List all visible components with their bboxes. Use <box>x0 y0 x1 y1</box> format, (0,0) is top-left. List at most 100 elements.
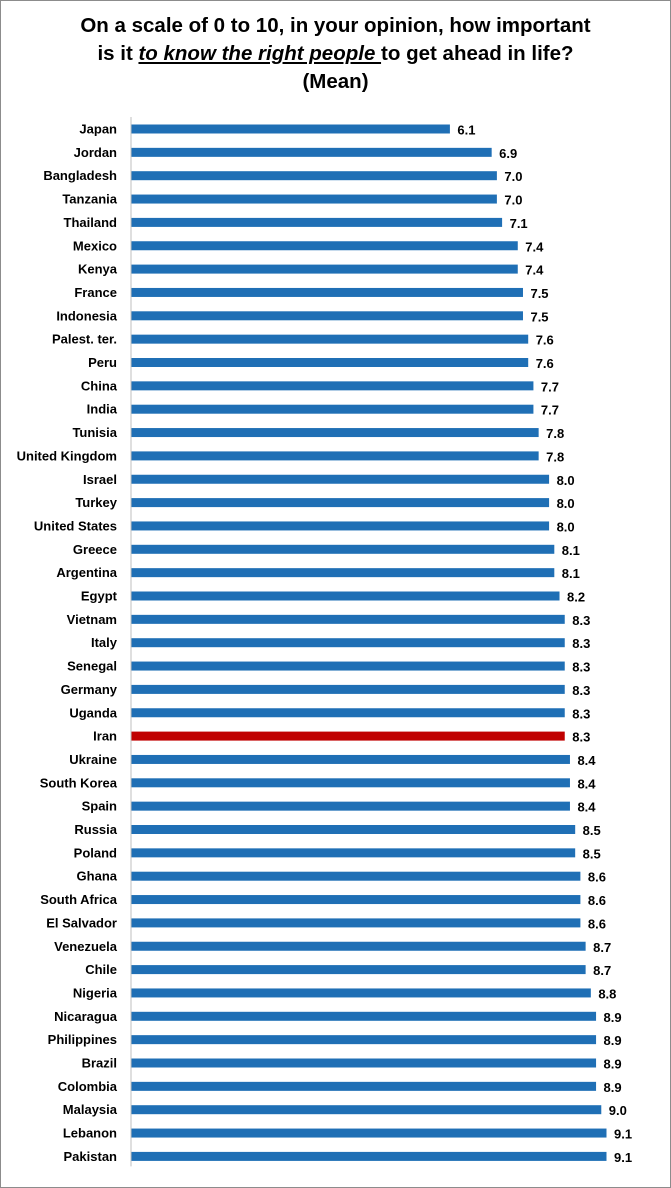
value-label: 8.5 <box>583 823 601 838</box>
value-label: 8.6 <box>588 893 606 908</box>
value-label: 9.0 <box>609 1103 627 1118</box>
category-label: Israel <box>83 472 117 487</box>
value-label: 8.0 <box>557 473 575 488</box>
value-label: 8.3 <box>572 706 590 721</box>
bar <box>131 568 555 578</box>
value-label: 8.8 <box>598 986 616 1001</box>
category-label: Colombia <box>58 1079 118 1094</box>
category-label: Kenya <box>78 262 118 277</box>
bar <box>131 311 523 321</box>
bar <box>131 544 555 554</box>
bar <box>131 1011 597 1021</box>
bar <box>131 358 529 367</box>
value-label: 8.9 <box>604 1010 622 1025</box>
bar <box>131 264 518 274</box>
bar <box>131 801 570 811</box>
category-label: Venezuela <box>54 939 118 954</box>
value-label: 8.9 <box>604 1080 622 1095</box>
category-label: Mexico <box>73 238 117 253</box>
bar <box>131 871 581 881</box>
value-label: 7.0 <box>504 193 522 208</box>
value-label: 7.0 <box>504 169 522 184</box>
category-label: Nicaragua <box>54 1009 118 1024</box>
value-label: 7.6 <box>536 333 554 348</box>
bar <box>131 754 570 764</box>
category-label: Palest. ter. <box>52 332 117 347</box>
value-label: 8.3 <box>572 730 590 745</box>
value-label: 8.2 <box>567 590 585 605</box>
category-label: Ukraine <box>69 752 117 767</box>
bar <box>131 731 565 741</box>
value-label: 9.1 <box>614 1127 632 1142</box>
category-label: Argentina <box>56 565 117 580</box>
value-label: 8.6 <box>588 870 606 885</box>
bar <box>131 848 576 858</box>
value-label: 7.7 <box>541 403 559 418</box>
bar <box>131 381 534 391</box>
bar <box>131 638 565 648</box>
bar <box>131 965 586 975</box>
category-label: United Kingdom <box>17 448 117 463</box>
title-line-2-suffix: to get ahead in life? <box>381 42 574 65</box>
bar <box>131 241 518 251</box>
value-label: 7.8 <box>546 449 564 464</box>
bar <box>131 941 586 951</box>
value-label: 8.0 <box>557 519 575 534</box>
value-label: 8.5 <box>583 846 601 861</box>
value-label: 7.1 <box>510 216 528 231</box>
category-label: Pakistan <box>64 1149 118 1164</box>
bar <box>131 661 565 671</box>
bar <box>131 1035 597 1045</box>
bar <box>131 895 581 905</box>
value-label: 8.3 <box>572 660 590 675</box>
category-label: Brazil <box>82 1056 117 1071</box>
category-label: Jordan <box>74 145 117 160</box>
bar <box>131 1128 607 1138</box>
category-label: United States <box>34 518 117 533</box>
bar <box>131 614 565 624</box>
bar <box>131 287 523 297</box>
category-label: Egypt <box>81 589 118 604</box>
category-label: Greece <box>73 542 117 557</box>
bar <box>131 825 576 834</box>
value-label: 7.4 <box>525 239 544 254</box>
value-label: 8.9 <box>604 1033 622 1048</box>
bar <box>131 778 570 788</box>
value-label: 8.0 <box>557 496 575 511</box>
category-label: China <box>81 378 118 393</box>
title-line-2-emphasis: to know the right people <box>138 42 382 65</box>
category-label: Chile <box>85 962 117 977</box>
category-label: Iran <box>93 729 117 744</box>
value-label: 8.1 <box>562 566 580 581</box>
category-label: France <box>74 285 117 300</box>
value-label: 7.7 <box>541 379 559 394</box>
bars-layer: Japan 6.1 Jordan 6.9 Bangladesh 7.0 Tanzania 7.… <box>17 122 632 1165</box>
value-label: 8.3 <box>572 636 590 651</box>
bar <box>131 498 550 508</box>
category-label: Senegal <box>67 659 117 674</box>
title-line-3: (Mean) <box>302 70 369 93</box>
bar <box>131 171 497 181</box>
value-label: 8.9 <box>604 1057 622 1072</box>
value-label: 6.9 <box>499 146 517 161</box>
title-line-2-prefix: is it <box>97 42 139 65</box>
bar <box>131 474 550 484</box>
value-label: 8.7 <box>593 940 611 955</box>
bar <box>131 147 492 157</box>
bar <box>131 918 581 928</box>
category-label: South Korea <box>40 775 118 790</box>
value-label: 9.1 <box>614 1150 632 1165</box>
bar <box>131 428 539 438</box>
category-label: Nigeria <box>73 985 118 1000</box>
bar <box>131 217 503 227</box>
value-label: 8.4 <box>577 753 596 768</box>
bar <box>131 684 565 694</box>
bar <box>131 124 450 134</box>
category-label: Lebanon <box>63 1126 117 1141</box>
bar <box>131 404 534 414</box>
bar <box>131 1105 602 1115</box>
category-label: Italy <box>91 635 118 650</box>
bar <box>131 194 497 204</box>
bar <box>131 708 565 718</box>
value-label: 8.3 <box>572 683 590 698</box>
